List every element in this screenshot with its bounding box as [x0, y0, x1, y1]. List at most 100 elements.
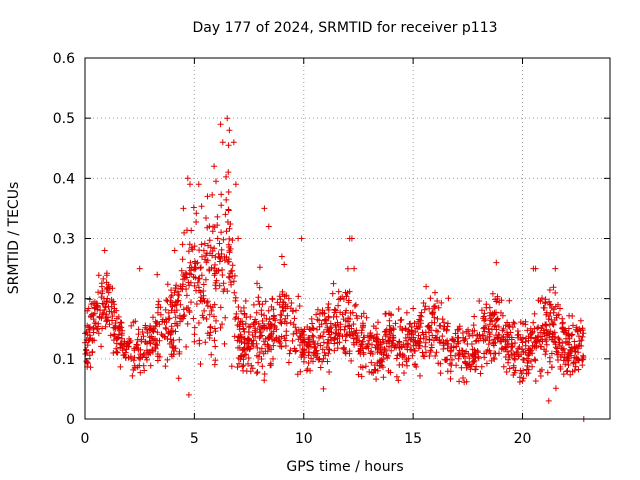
data-point — [240, 326, 247, 333]
data-point — [339, 333, 346, 340]
data-point — [185, 391, 192, 398]
data-point — [231, 333, 238, 340]
data-point — [162, 306, 169, 313]
data-point — [319, 358, 326, 365]
data-point — [534, 337, 541, 344]
data-point — [353, 312, 360, 319]
data-point — [362, 363, 369, 370]
data-point — [225, 142, 232, 149]
data-point — [311, 349, 318, 356]
data-point — [543, 341, 550, 348]
data-point — [126, 339, 133, 346]
data-point — [257, 323, 263, 330]
data-point — [227, 270, 234, 277]
data-point — [422, 343, 429, 350]
data-point — [351, 303, 358, 309]
data-point — [201, 256, 208, 263]
data-point — [403, 343, 410, 350]
data-point — [171, 348, 178, 354]
data-point — [206, 237, 213, 244]
data-point — [472, 366, 479, 373]
data-point — [183, 292, 190, 299]
data-point — [348, 357, 355, 364]
data-point — [235, 304, 242, 310]
data-point — [176, 312, 183, 319]
data-point — [180, 205, 187, 212]
data-point — [378, 362, 385, 369]
data-point — [284, 312, 291, 319]
data-point — [331, 309, 338, 316]
data-point — [489, 310, 496, 317]
x-tick-label: 5 — [190, 431, 199, 447]
data-point — [525, 370, 532, 377]
x-axis-label: GPS time / hours — [286, 459, 403, 475]
data-point — [265, 307, 272, 314]
data-point — [542, 299, 549, 306]
data-point — [107, 332, 114, 339]
data-point — [277, 311, 284, 318]
data-point — [388, 347, 395, 354]
data-point — [95, 272, 102, 279]
data-point — [249, 365, 256, 372]
data-point — [256, 264, 263, 271]
data-point — [259, 318, 266, 324]
data-point — [165, 315, 172, 322]
data-point — [462, 335, 469, 342]
data-point — [180, 276, 186, 283]
data-point — [188, 264, 195, 271]
y-axis-label: SRMTID / TECUs — [6, 182, 22, 295]
data-point — [279, 288, 286, 295]
data-point — [535, 297, 542, 304]
data-point — [514, 332, 521, 339]
data-point — [424, 323, 431, 330]
data-point — [439, 333, 446, 340]
data-point — [270, 342, 277, 349]
data-point — [261, 377, 268, 384]
data-point — [437, 322, 444, 329]
data-point — [316, 317, 323, 324]
data-point — [162, 324, 169, 331]
data-point — [193, 210, 200, 217]
data-point — [212, 343, 219, 350]
data-point — [325, 340, 332, 347]
data-point — [91, 320, 98, 327]
data-point — [543, 329, 550, 336]
data-point — [554, 351, 561, 358]
data-point — [462, 360, 469, 367]
data-point — [576, 338, 583, 345]
data-point — [220, 236, 227, 243]
data-point — [401, 370, 407, 376]
y-tick-label: 0 — [66, 412, 75, 428]
data-point — [459, 330, 466, 336]
data-point — [326, 347, 333, 353]
y-tick-label: 0.1 — [53, 352, 75, 368]
data-point — [483, 360, 490, 367]
data-point — [523, 366, 530, 373]
data-point — [482, 322, 489, 329]
data-point — [187, 181, 193, 188]
data-point — [104, 295, 111, 302]
data-point — [531, 310, 538, 317]
data-point — [579, 325, 586, 332]
data-point — [217, 121, 224, 128]
data-point — [345, 297, 352, 304]
data-point — [193, 219, 200, 225]
data-point — [199, 253, 205, 260]
data-point — [128, 322, 135, 329]
data-point — [417, 312, 424, 319]
data-point — [525, 337, 532, 344]
data-point — [204, 257, 211, 264]
data-point — [248, 340, 255, 347]
data-point — [113, 348, 120, 355]
data-point — [447, 368, 454, 375]
data-point — [235, 235, 242, 242]
data-point — [221, 340, 228, 347]
data-point — [319, 309, 326, 316]
data-point — [180, 306, 187, 313]
data-point — [310, 333, 317, 340]
data-point — [428, 342, 435, 348]
data-point — [102, 303, 109, 310]
data-point — [324, 326, 331, 333]
data-point — [166, 315, 173, 322]
data-point — [319, 333, 326, 340]
